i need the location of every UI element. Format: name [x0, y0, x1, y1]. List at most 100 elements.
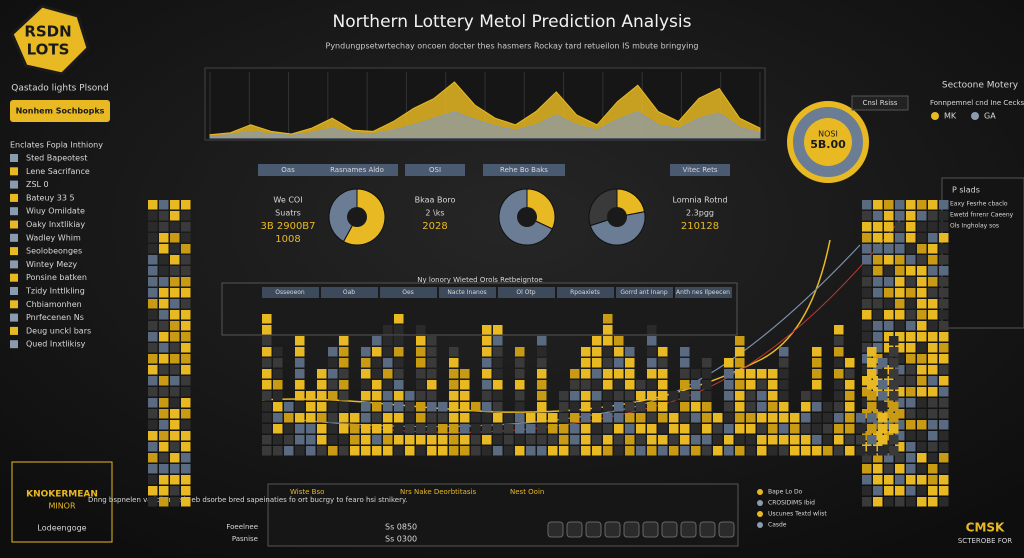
grid-cell [735, 424, 745, 434]
grid-cell [537, 402, 547, 412]
grid-cell [862, 475, 872, 485]
grid-cell [845, 358, 855, 368]
grid-cell [713, 446, 723, 456]
grid-cell [917, 222, 927, 232]
grid-cell [928, 332, 938, 342]
grid-cell [372, 380, 382, 390]
grid-cell [801, 446, 811, 456]
grid-cell [515, 402, 525, 412]
grid-cell [372, 413, 382, 423]
grid-cell [884, 299, 894, 309]
right-button-label[interactable]: Cnsl Rsiss [863, 99, 898, 107]
grid-cell [906, 365, 916, 375]
grid-cell [361, 435, 371, 445]
grid-cell [317, 424, 327, 434]
grid-cell [592, 424, 602, 434]
grid-cell [862, 354, 872, 364]
sidebar-button[interactable] [10, 100, 110, 122]
grid-cell [906, 409, 916, 419]
grid-cell [339, 380, 349, 390]
grid-cell [939, 398, 949, 408]
grid-cell [790, 435, 800, 445]
grid-cell [873, 475, 883, 485]
grid-cell [906, 233, 916, 243]
grid-cell [691, 446, 701, 456]
grid-cell [427, 391, 437, 401]
toolbar-icon [604, 521, 621, 538]
grid-cell [449, 358, 459, 368]
grid-cell [515, 369, 525, 379]
grid-cell [895, 266, 905, 276]
grid-cell [867, 424, 877, 434]
grid-cell [170, 453, 180, 463]
grid-cell [768, 402, 778, 412]
grid-cell [939, 321, 949, 331]
grid-cell [757, 424, 767, 434]
grid-cell [559, 413, 569, 423]
grid-cell [170, 420, 180, 430]
toolbar-icon [699, 521, 716, 538]
grid-cell [148, 343, 158, 353]
table-header: Ol Otp [516, 289, 535, 296]
grid-cell [873, 277, 883, 287]
grid-cell [170, 200, 180, 210]
grid-cell [939, 431, 949, 441]
grid-cell [148, 310, 158, 320]
grid-cell [917, 486, 927, 496]
right-button[interactable] [851, 95, 909, 111]
grid-cell [862, 277, 872, 287]
panel-label: Rasnames Aldo [330, 166, 384, 174]
grid-cell [148, 266, 158, 276]
item-icon [10, 154, 18, 162]
grid-cell [148, 211, 158, 221]
right-box-line: Ols Ingholay sos [950, 223, 999, 230]
grid-cell [873, 453, 883, 463]
sidebar-heading: Qastado lights Plsond [11, 84, 108, 94]
grid-cell [779, 435, 789, 445]
grid-cell [884, 475, 894, 485]
grid-cell [537, 380, 547, 390]
grid-cell [537, 413, 547, 423]
grid-cell [889, 446, 899, 456]
grid-cell [757, 391, 767, 401]
grid-cell [928, 222, 938, 232]
grid-cell [581, 435, 591, 445]
sidebar-item: Ponsine batken [26, 273, 87, 282]
grid-cell [372, 391, 382, 401]
badge-title: KNOKERMEAN [26, 490, 98, 500]
grid-cell [170, 365, 180, 375]
grid-cell [148, 398, 158, 408]
grid-cell [295, 336, 305, 346]
grid-cell [928, 255, 938, 265]
grid-cell [592, 358, 602, 368]
grid-cell [170, 343, 180, 353]
bottom-value: Ss 0300 [385, 535, 417, 544]
grid-cell [383, 380, 393, 390]
grid-cell [284, 402, 294, 412]
grid-cell [917, 288, 927, 298]
grid-cell [317, 380, 327, 390]
sidebar-item: Pnrfecenen Ns [26, 313, 84, 322]
grid-cell [159, 464, 169, 474]
grid-cell [170, 310, 180, 320]
grid-cell [394, 391, 404, 401]
grid-cell [537, 424, 547, 434]
grid-cell [768, 413, 778, 423]
grid-cell [658, 391, 668, 401]
grid-cell [339, 336, 349, 346]
sidebar-button-label[interactable]: Nonhem Sochbopks [16, 107, 105, 116]
grid-cell [262, 325, 272, 335]
legend-dot [971, 112, 979, 120]
grid-cell [895, 497, 905, 507]
grid-cell [273, 358, 283, 368]
grid-cell [928, 475, 938, 485]
grid-cell [917, 211, 927, 221]
grid-cell [548, 413, 558, 423]
grid-cell [482, 402, 492, 412]
sidebar-item: Qued Inxtlikisy [26, 340, 86, 349]
pie-hole [607, 207, 627, 227]
grid-cell [906, 442, 916, 452]
grid-cell [873, 255, 883, 265]
grid-cell [779, 446, 789, 456]
grid-cell [917, 321, 927, 331]
